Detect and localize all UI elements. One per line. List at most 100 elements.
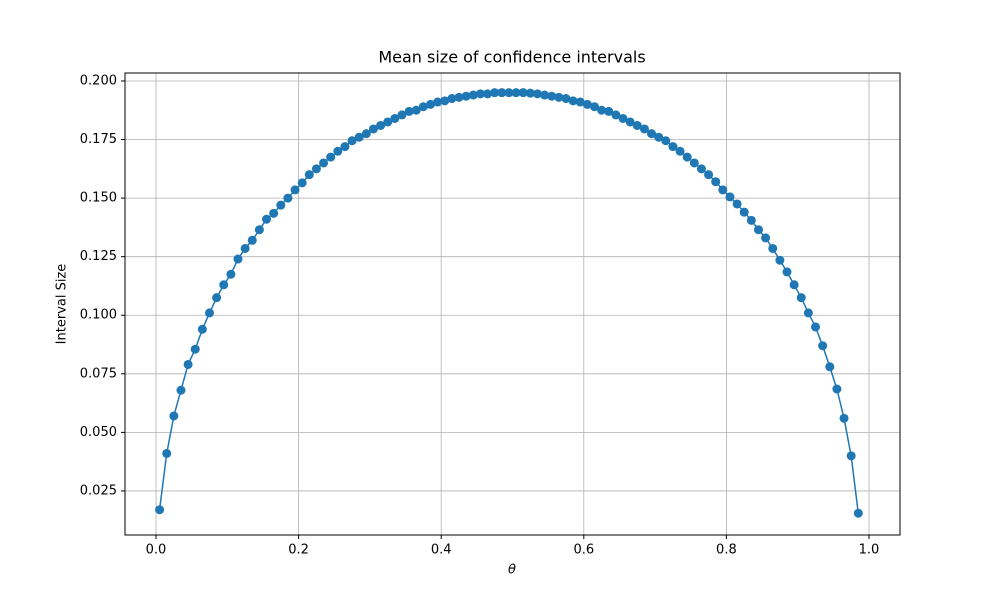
data-point [589,102,599,112]
data-point [233,254,243,264]
data-point [547,91,557,101]
data-point [504,88,514,98]
data-point [753,225,763,235]
data-point [169,411,179,421]
data-point [811,322,821,332]
data-point [597,105,607,115]
y-tick-label: 0.050 [80,425,117,440]
data-point [654,132,664,142]
data-point [433,97,443,107]
data-point [411,105,421,115]
data-point [611,110,621,120]
data-point [490,88,500,98]
data-point [718,185,728,195]
data-point [475,89,485,99]
data-point [468,90,478,100]
x-axis-label: θ [508,563,516,578]
data-point [269,208,279,218]
data-point [404,106,414,116]
data-point [447,94,457,104]
x-tick-label: 1.0 [859,543,880,558]
data-point [839,413,849,423]
data-point [525,88,535,98]
data-point [853,508,863,518]
data-point [297,178,307,188]
data-point [254,225,264,235]
data-point [190,344,200,354]
data-point [704,170,714,180]
y-tick-label: 0.125 [80,249,117,264]
x-tick-label: 0.8 [716,543,737,558]
data-point [846,451,856,461]
data-point [326,152,336,162]
data-point [668,142,678,152]
data-point [212,293,222,303]
data-point [454,92,464,102]
data-point [575,97,585,107]
data-point [775,255,785,265]
data-point [675,146,685,156]
data-point [390,113,400,123]
y-tick-label: 0.200 [80,73,117,88]
x-tick-label: 0.2 [288,543,309,558]
data-point [376,120,386,130]
data-point [226,269,236,279]
data-point [283,193,293,203]
data-point [582,99,592,109]
data-point [604,106,614,116]
y-tick-label: 0.100 [80,308,117,323]
x-tick-label: 0.4 [431,543,452,558]
data-point [561,94,571,104]
x-tick-label: 0.0 [146,543,167,558]
data-point [176,385,186,395]
data-point [711,177,721,187]
data-point [518,88,528,98]
data-point [183,359,193,369]
data-point [418,102,428,112]
data-point [739,207,749,217]
data-point [440,96,450,106]
data-point [746,215,756,225]
data-point [768,243,778,253]
data-point [682,152,692,162]
data-point [639,124,649,134]
data-point [483,89,493,99]
data-point [625,117,635,127]
data-point [782,267,792,277]
data-point [632,120,642,130]
y-tick-label: 0.150 [80,191,117,206]
x-tick-label: 0.6 [573,543,594,558]
data-point [262,214,272,224]
series-line [158,91,860,514]
data-point [240,243,250,253]
data-point [276,200,286,210]
data-point [796,293,806,303]
data-point [689,158,699,168]
data-point [247,235,257,245]
data-point [347,136,357,146]
data-point [532,89,542,99]
data-point [497,88,507,98]
data-point [340,142,350,152]
data-point [825,362,835,372]
data-point [304,170,314,180]
data-point [540,90,550,100]
data-point [354,132,364,142]
data-point [725,192,735,202]
data-point [511,88,521,98]
data-point [197,324,207,334]
data-point [383,117,393,127]
data-point [368,124,378,134]
data-point [333,146,343,156]
data-point [426,99,436,109]
data-point [219,280,229,290]
data-point [554,92,564,102]
y-axis-label: Interval Size [55,264,70,345]
data-point [818,341,828,351]
data-point [696,164,706,174]
data-point [319,158,329,168]
data-point [661,136,671,146]
data-point [803,308,813,318]
